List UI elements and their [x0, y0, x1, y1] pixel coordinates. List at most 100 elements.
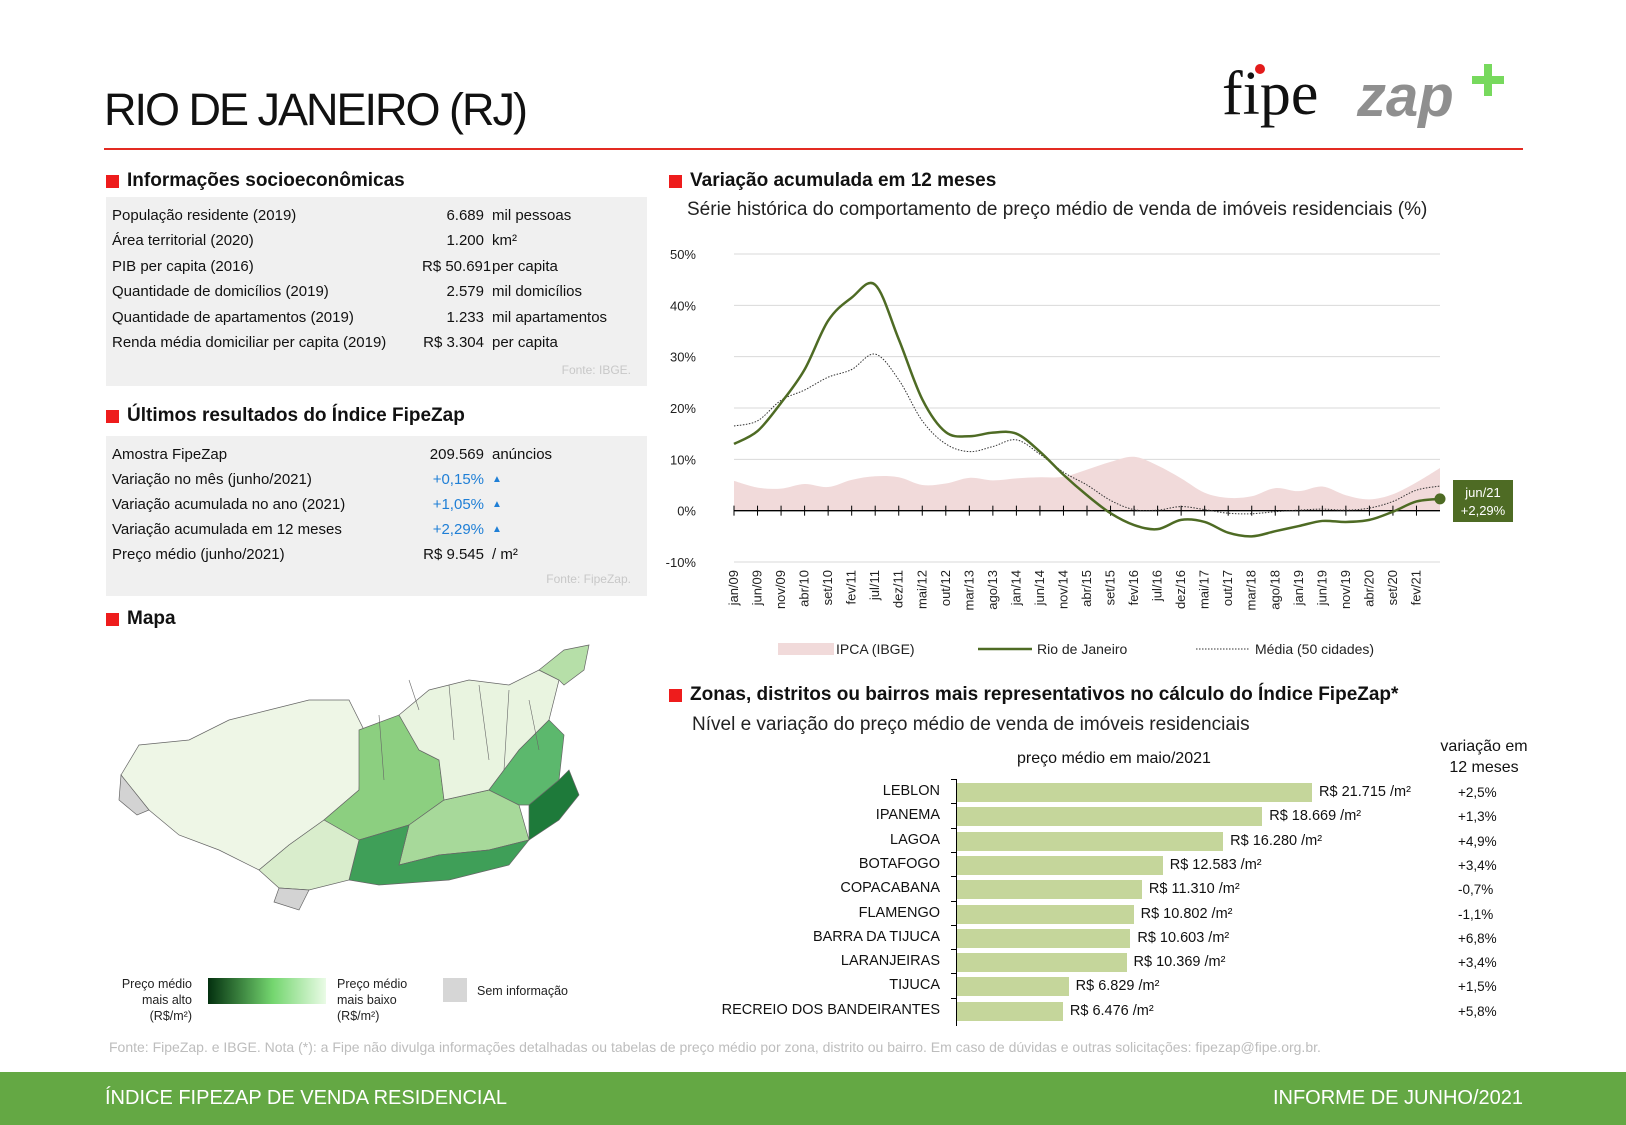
heading-text: Mapa: [127, 608, 176, 629]
annotation-box: [1453, 480, 1513, 522]
x-tick-label: mai/17: [1197, 570, 1212, 609]
bar-category-label: TIJUCA: [889, 977, 940, 994]
map-region-zona-sul[interactable]: [528, 769, 580, 841]
x-tick-label: nov/19: [1338, 570, 1353, 609]
bar-variation-label: +1,5%: [1458, 979, 1497, 995]
map-region-no-info[interactable]: [118, 774, 310, 911]
bar-variation-label: +3,4%: [1458, 955, 1497, 971]
bar: [957, 1001, 1063, 1021]
line-chart: 50% 40% 30% 20% 10% 0% -10% jan/09 jun/09 nov/09 a…: [666, 247, 1513, 657]
footer-left-text: ÍNDICE FIPEZAP DE VENDA RESIDENCIAL: [105, 1087, 507, 1109]
x-tick-label: jul/16: [1150, 570, 1165, 602]
red-square-icon: [669, 688, 682, 702]
bar: [957, 928, 1131, 948]
heading-text: Zonas, distritos ou bairros mais represe…: [690, 684, 1399, 705]
x-tick-label: jun/09: [750, 570, 765, 606]
info-label: PIB per capita (2016): [112, 258, 254, 275]
bar-value-label: R$ 21.715 /m²: [1319, 784, 1411, 800]
bar-tick: [951, 924, 957, 926]
bar: [957, 977, 1069, 997]
bar-variation-label: -1,1%: [1458, 906, 1494, 922]
legend-ipca-label: IPCA (IBGE): [836, 641, 915, 657]
variation-header-line1: variação em: [1440, 738, 1528, 755]
map-region-ilha[interactable]: [538, 644, 590, 686]
info-value: 209.569: [429, 446, 484, 463]
y-tick-label: 50%: [670, 247, 696, 262]
svg-text:zap: zap: [1356, 64, 1454, 129]
legend-high-label: Preço médio mais alto (R$/m²): [121, 977, 192, 1023]
info-unit: per capita: [492, 258, 558, 275]
page-title: RIO DE JANEIRO (RJ): [104, 84, 528, 135]
y-tick-label: -10%: [666, 555, 697, 570]
red-square-icon: [106, 174, 119, 188]
x-tick-label: abr/20: [1361, 570, 1376, 607]
x-tick-label: fev/11: [844, 570, 859, 604]
info-row: Área territorial (2020) 1.200 km²: [112, 232, 632, 249]
info-value: +0,15%: [432, 471, 484, 488]
annotation-date: jun/21: [1464, 485, 1500, 500]
bar-value-label: R$ 12.583 /m²: [1169, 856, 1262, 873]
info-unit: mil domicílios: [492, 283, 583, 300]
bar-variation-label: -0,7%: [1458, 882, 1494, 898]
up-arrow-icon: ▲: [492, 499, 502, 510]
info-value: R$ 3.304: [423, 334, 484, 351]
x-tick-label: set/15: [1103, 570, 1118, 605]
info-row: Quantidade de apartamentos (2019) 1.233 mi…: [112, 309, 632, 326]
x-tick-label: nov/09: [773, 570, 788, 609]
x-tick-label: set/10: [820, 570, 835, 605]
info-unit: / m²: [492, 546, 518, 563]
info-row: PIB per capita (2016) R$ 50.691 per capita: [112, 258, 632, 275]
info-label: Quantidade de domicílios (2019): [112, 283, 329, 300]
bar-variation-label: +1,3%: [1458, 809, 1497, 825]
bar-tick: [951, 997, 957, 999]
x-tick-label: mar/18: [1244, 570, 1259, 610]
bar-variation-label: +6,8%: [1458, 930, 1497, 946]
bar-tick: [951, 876, 957, 878]
bar-variation-label: +5,8%: [1458, 1003, 1497, 1019]
red-square-icon: [669, 174, 682, 188]
x-tick-label: abr/15: [1079, 570, 1094, 607]
info-value: +1,05%: [432, 496, 484, 513]
legend-gradient: [208, 978, 326, 1004]
legend-no-info-label: Sem informação: [477, 984, 569, 998]
media-line: [733, 353, 1441, 515]
bar-tick: [951, 973, 957, 975]
info-unit: km²: [492, 232, 517, 249]
bar: [957, 831, 1224, 851]
footnote-text: Fonte: FipeZap. e IBGE. Nota (*): a Fipe…: [109, 1039, 1196, 1055]
rio-choropleth-map[interactable]: [109, 640, 629, 930]
legend-no-info-swatch: [443, 978, 467, 1002]
bar: [957, 783, 1313, 802]
x-tick-label: out/12: [938, 570, 953, 606]
info-label: Amostra FipeZap: [112, 446, 228, 463]
bar: [957, 855, 1163, 875]
x-tick-label: out/17: [1220, 570, 1235, 606]
info-label: Área territorial (2020): [112, 232, 254, 249]
bar: [957, 880, 1142, 900]
bar-tick: [951, 900, 957, 902]
section-zones-heading: Zonas, distritos ou bairros mais represe…: [669, 684, 1398, 706]
x-tick-label: jul/11: [867, 570, 882, 601]
annotation-value: +2,29%: [1461, 503, 1506, 518]
up-arrow-icon: ▲: [492, 474, 502, 485]
legend-media-label: Média (50 cidades): [1255, 641, 1374, 657]
info-row: Amostra FipeZap 209.569 anúncios: [112, 446, 632, 463]
socio-info-panel: População residente (2019) 6.689 mil pesso…: [106, 197, 647, 386]
bar-category-label: FLAMENGO: [858, 904, 940, 921]
section-socio-heading: Informações socioeconômicas: [106, 170, 405, 192]
info-value: 1.200: [446, 232, 484, 249]
bar-category-label: LARANJEIRAS: [840, 953, 940, 970]
bar-value-label: R$ 6.476 /m²: [1069, 1002, 1154, 1019]
bar-category-label: COPACABANA: [840, 880, 940, 897]
info-row: Variação acumulada no ano (2021) +1,05% ▲: [112, 496, 632, 513]
legend-rio-label: Rio de Janeiro: [1037, 641, 1127, 657]
bar-chart-title: Nível e variação do preço médio de venda…: [692, 714, 1250, 735]
heading-text: Últimos resultados do Índice FipeZap: [127, 405, 465, 426]
legend-ipca-swatch: [778, 643, 834, 655]
source-note: Fonte: FipeZap.: [546, 572, 631, 586]
bar: [957, 904, 1134, 924]
bar-value-label: R$ 10.369 /m²: [1133, 954, 1226, 971]
map-region-tijuca[interactable]: [488, 719, 565, 806]
x-tick-label: jan/14: [1008, 570, 1023, 606]
email-link[interactable]: fipezap@fipe.org.br: [1195, 1039, 1317, 1055]
